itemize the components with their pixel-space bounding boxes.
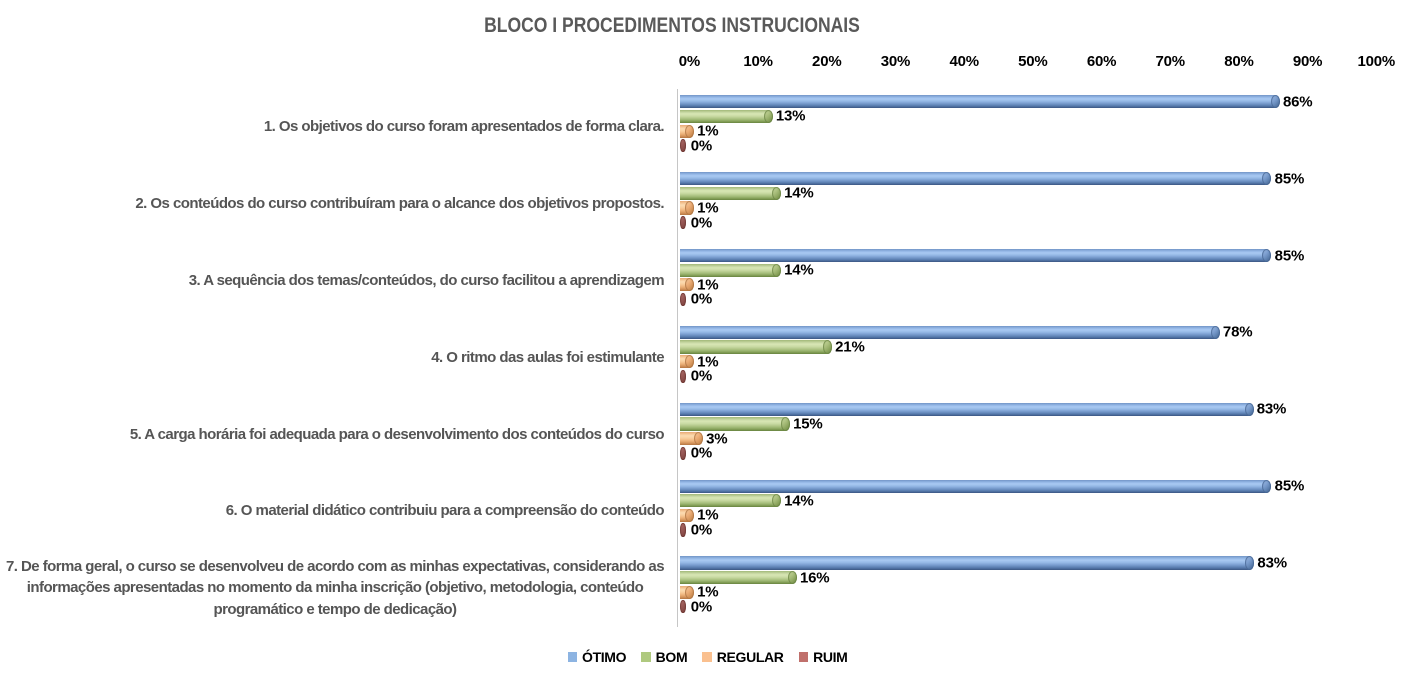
value-label: 0% (690, 444, 712, 462)
x-axis-tick-label: 70% (1155, 53, 1186, 70)
value-label: 16% (799, 569, 830, 587)
value-label: 1% (697, 276, 719, 294)
x-axis-tick-label: 100% (1357, 53, 1396, 70)
x-axis-tick-label: 90% (1292, 53, 1323, 70)
value-label: 1% (697, 506, 719, 524)
value-label: 0% (690, 598, 712, 616)
legend-marker-icon (702, 652, 712, 662)
value-label: 0% (690, 367, 712, 385)
value-label: 0% (690, 521, 712, 539)
value-label: 1% (697, 122, 719, 140)
category-label: 3. A sequência dos temas/conteúdos, do c… (188, 271, 665, 289)
chart-title: BLOCO I PROCEDIMENTOS INSTRUCIONAIS (0, 14, 1343, 38)
category-label: 7. De forma geral, o curso se desenvolve… (5, 557, 665, 618)
value-label: 14% (784, 184, 814, 202)
value-label: 85% (1274, 477, 1305, 495)
legend-item-regular: REGULAR (702, 649, 784, 665)
x-axis-tick-label: 40% (949, 53, 979, 70)
category-label: 5. A carga horária foi adequada para o d… (129, 425, 665, 443)
category-label: 2. Os conteúdos do curso contribuíram pa… (135, 195, 664, 213)
value-label: 83% (1256, 400, 1287, 418)
x-axis-tick-label: 30% (880, 53, 911, 70)
value-label: 83% (1257, 554, 1287, 572)
category-label: 1. Os objetivos do curso foram apresenta… (263, 118, 665, 136)
value-label: 3% (706, 430, 728, 448)
value-label: 85% (1274, 247, 1305, 265)
value-label: 86% (1282, 93, 1313, 111)
x-axis-tick-label: 80% (1224, 53, 1254, 70)
value-label: 1% (697, 583, 719, 601)
legend-marker-icon (641, 652, 651, 662)
value-label: 21% (835, 338, 865, 356)
value-label: 14% (784, 261, 814, 279)
x-axis-tick-label: 10% (743, 53, 773, 70)
category-label: 4. O ritmo das aulas foi estimulante (431, 348, 664, 366)
value-label: 15% (793, 415, 823, 433)
legend-label: BOM (655, 649, 688, 665)
legend-item-bom: BOM (641, 649, 688, 665)
x-axis-tick-label: 50% (1018, 53, 1048, 70)
legend-item-ótimo: ÓTIMO (567, 649, 627, 665)
x-axis-tick-label: 60% (1086, 53, 1117, 70)
legend-label: ÓTIMO (582, 649, 627, 665)
category-label: 6. O material didático contribuiu para a… (225, 502, 665, 520)
value-label: 1% (697, 199, 719, 217)
chart-title-text: BLOCO I PROCEDIMENTOS INSTRUCIONAIS (483, 13, 860, 37)
legend-marker-icon (567, 652, 578, 662)
value-label: 0% (690, 290, 712, 308)
value-label: 14% (784, 492, 814, 510)
legend-label: RUIM (813, 649, 848, 665)
value-label: 85% (1274, 170, 1305, 188)
legend-item-ruim: RUIM (798, 649, 848, 665)
category-axis-line (677, 88, 679, 627)
value-label: 78% (1222, 323, 1253, 341)
value-label: 13% (775, 107, 806, 125)
legend: ÓTIMO BOM REGULAR RUIM (0, 649, 1415, 665)
x-axis-tick-label: 0% (678, 53, 701, 70)
legend-label: REGULAR (716, 649, 784, 665)
value-label: 1% (697, 353, 719, 371)
value-label: 0% (690, 137, 712, 155)
x-axis-tick-label: 20% (812, 53, 842, 70)
legend-marker-icon (798, 652, 809, 662)
value-label: 0% (690, 214, 712, 232)
